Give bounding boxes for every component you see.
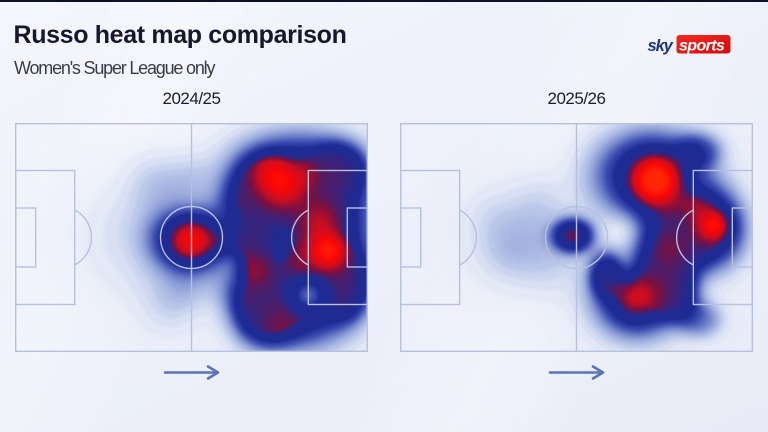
svg-text:sky: sky bbox=[648, 37, 674, 55]
svg-text:sports: sports bbox=[679, 37, 725, 54]
